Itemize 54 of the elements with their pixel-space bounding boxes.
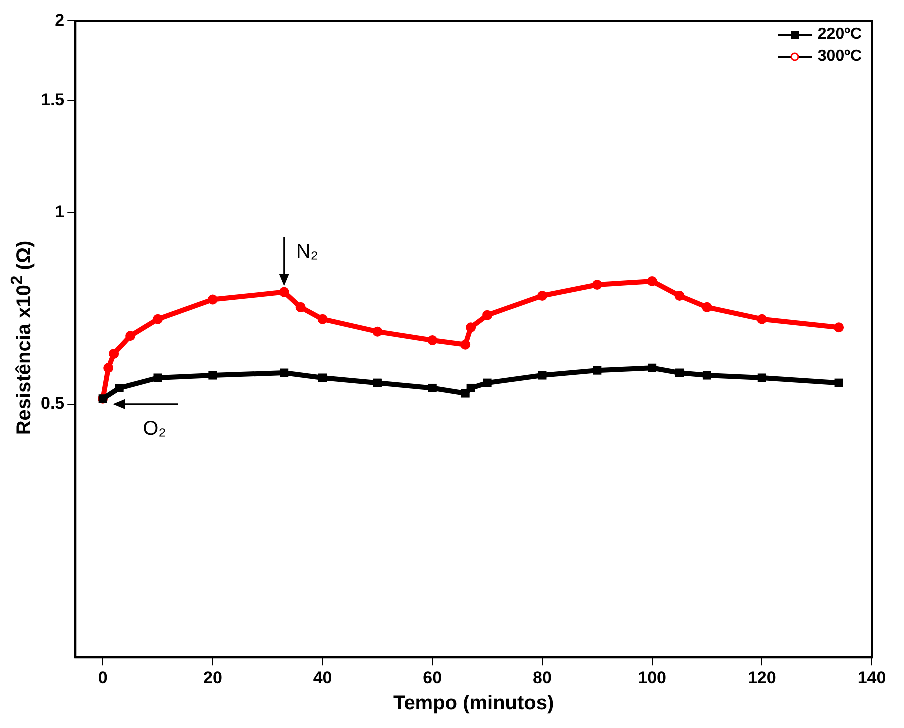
point [154, 374, 162, 382]
point [647, 276, 658, 286]
point [702, 371, 712, 380]
point [318, 374, 328, 382]
point [109, 348, 120, 359]
point [466, 322, 476, 333]
x-tick-label: 140 [858, 668, 886, 688]
point [758, 374, 766, 382]
point [373, 378, 382, 388]
y-tick-label: 1 [55, 202, 65, 222]
x-tick-label: 20 [203, 668, 222, 688]
point [834, 378, 844, 388]
x-tick-label: 60 [423, 668, 442, 688]
x-tick-label: 100 [638, 668, 666, 688]
point [104, 363, 114, 374]
point [296, 302, 306, 312]
point [674, 290, 685, 301]
point [702, 302, 712, 312]
point [483, 378, 492, 388]
x-tick-label: 120 [748, 668, 776, 688]
y-tick-label: 0.5 [40, 394, 65, 414]
x-axis-title: Tempo (minutos) [393, 692, 554, 715]
point [428, 384, 437, 393]
point [482, 310, 493, 320]
point [208, 294, 218, 305]
point [537, 290, 548, 301]
x-tick-label: 80 [533, 668, 552, 688]
point [648, 364, 657, 372]
point [834, 322, 844, 333]
point [466, 384, 476, 393]
point [279, 287, 290, 298]
point [208, 371, 218, 380]
point [153, 314, 164, 324]
x-tick-label: 40 [313, 668, 332, 688]
point [126, 331, 136, 342]
point [460, 340, 471, 350]
x-tick-label: 0 [98, 668, 108, 688]
point [676, 368, 684, 378]
point [115, 384, 124, 393]
point [757, 314, 768, 324]
point [280, 368, 289, 378]
point [318, 314, 328, 324]
point [372, 326, 383, 337]
annotation: N₂ [296, 240, 319, 263]
legend-label: 300ºC [818, 48, 862, 66]
y-tick-label: 1.5 [40, 90, 65, 110]
point [593, 366, 602, 375]
y-tick-label: 2 [55, 10, 65, 30]
point [538, 371, 547, 380]
point [592, 280, 602, 290]
annotation: O₂ [143, 418, 166, 440]
point [461, 389, 470, 398]
point [428, 335, 438, 346]
legend-label: 220ºC [818, 26, 862, 44]
